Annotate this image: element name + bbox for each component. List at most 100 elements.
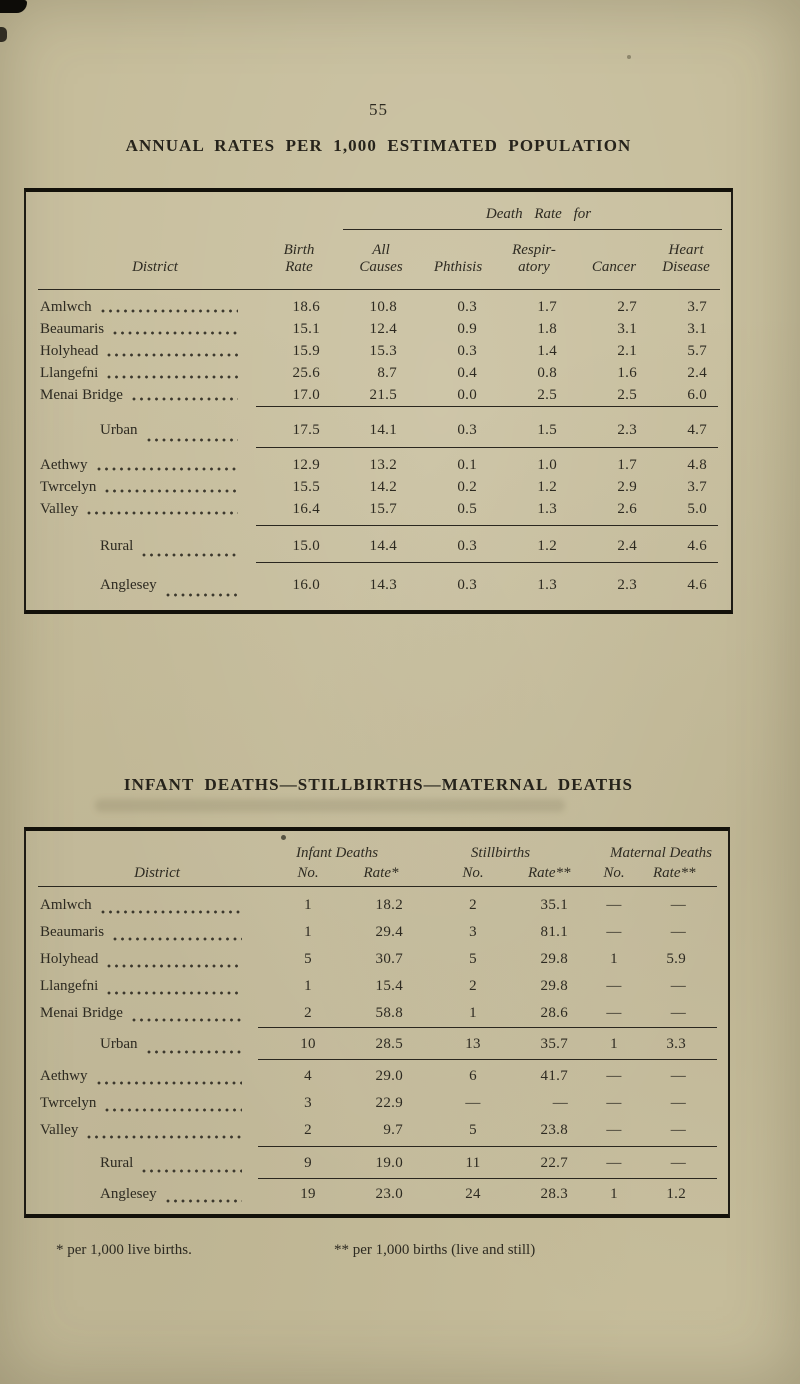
stillbirths-rate: 41.7 (540, 1068, 568, 1084)
annual-rates-table: Death Rate for District Birth Rate All C… (24, 188, 733, 614)
dotted-leader (107, 352, 238, 358)
dotted-leader (146, 1049, 242, 1055)
scan-artifact-dot (281, 835, 286, 840)
respiratory-value: 1.8 (537, 321, 557, 337)
district-name: Menai Bridge (40, 1005, 123, 1021)
phthisis-value: 0.3 (457, 538, 477, 554)
annual-rates-title: ANNUAL RATES PER 1,000 ESTIMATED POPULAT… (125, 136, 632, 155)
district-name: Anglesey (100, 577, 157, 593)
birth-rate-value: 17.0 (292, 387, 320, 403)
district-name: Amlwch (40, 299, 92, 315)
heart-disease-value: 4.7 (687, 422, 707, 438)
all-causes-value: 14.3 (369, 577, 397, 593)
district-name: Llangefni (40, 365, 99, 381)
cancer-value: 2.3 (617, 577, 637, 593)
heart-disease-value: 4.8 (687, 457, 707, 473)
birth-rate-column-header: Birth Rate (283, 242, 315, 275)
heart-disease-column-header: Heart Disease (662, 242, 710, 275)
birth-rate-value: 12.9 (292, 457, 320, 473)
dotted-leader (107, 963, 242, 969)
stillbirths-no: 13 (465, 1036, 481, 1052)
heart-disease-value: 6.0 (687, 387, 707, 403)
infant-deaths-rate: 9.7 (383, 1122, 403, 1138)
cancer-value: 2.5 (617, 387, 637, 403)
dotted-leader (100, 909, 242, 915)
respiratory-column-header: Respir- atory (512, 242, 556, 275)
dotted-leader (142, 552, 238, 558)
all-causes-value: 21.5 (369, 387, 397, 403)
row-divider (256, 525, 718, 526)
respiratory-value: 0.8 (537, 365, 557, 381)
respiratory-value: 1.3 (537, 577, 557, 593)
maternal-deaths-rate: 3.3 (666, 1036, 686, 1052)
footnotes: * per 1,000 live births. ** per 1,000 bi… (24, 1242, 733, 1266)
infant-deaths-no: 5 (304, 951, 312, 967)
maternal-deaths-no: — (606, 1122, 622, 1138)
dotted-leader (113, 330, 238, 336)
stillbirths-no: 5 (469, 951, 477, 967)
all-causes-value: 15.3 (369, 343, 397, 359)
district-name: Rural (100, 538, 134, 554)
birth-rate-value: 16.4 (292, 501, 320, 517)
stillbirths-no: 6 (469, 1068, 477, 1084)
respiratory-value: 1.3 (537, 501, 557, 517)
district-name: Valley (40, 1122, 79, 1138)
cancer-value: 2.3 (617, 422, 637, 438)
maternal-deaths-no: — (606, 1005, 622, 1021)
respiratory-value: 1.5 (537, 422, 557, 438)
maternal-deaths-rate: — (670, 897, 686, 913)
maternal-deaths-no: — (606, 1068, 622, 1084)
stillbirths-rate: 35.7 (540, 1036, 568, 1052)
maternal-deaths-rate: — (670, 1005, 686, 1021)
phthisis-value: 0.1 (457, 457, 477, 473)
column-header-row: District Birth Rate All Causes Phthisis … (26, 242, 731, 276)
district-name: Aethwy (40, 457, 88, 473)
all-causes-value: 14.1 (369, 422, 397, 438)
infant-deaths-no: 1 (304, 924, 312, 940)
stillbirths-no: 2 (469, 978, 477, 994)
table-row: Aethwy 12.9 13.2 0.1 1.0 1.7 4.8 (26, 454, 731, 476)
row-divider (256, 562, 718, 563)
maternal-deaths-no: — (606, 897, 622, 913)
dotted-leader (142, 1168, 242, 1174)
all-causes-value: 15.7 (369, 501, 397, 517)
row-divider (258, 1059, 717, 1060)
infant-deaths-rate: 30.7 (375, 951, 403, 967)
urban-subtotal-row: Urban 17.5 14.1 0.3 1.5 2.3 4.7 (26, 413, 731, 447)
district-name: Holyhead (40, 951, 99, 967)
cancer-value: 1.7 (617, 457, 637, 473)
district-name: Twrcelyn (40, 479, 97, 495)
birth-rate-value: 17.5 (292, 422, 320, 438)
cancer-value: 1.6 (617, 365, 637, 381)
scan-ink-bleed (95, 799, 565, 812)
anglesey-total-row: Anglesey 19 23.0 24 28.3 1 1.2 (26, 1181, 728, 1208)
dotted-leader (100, 308, 238, 314)
respiratory-value: 1.2 (537, 479, 557, 495)
district-name: Beaumaris (40, 924, 105, 940)
page-number: 55 (369, 100, 388, 119)
district-name: Holyhead (40, 343, 99, 359)
table-row: Beaumaris 15.1 12.4 0.9 1.8 3.1 3.1 (26, 318, 731, 340)
all-causes-value: 12.4 (369, 321, 397, 337)
district-name: Aethwy (40, 1068, 88, 1084)
table-row: Holyhead 15.9 15.3 0.3 1.4 2.1 5.7 (26, 340, 731, 362)
birth-rate-value: 18.6 (292, 299, 320, 315)
stillbirths-rate: 29.8 (540, 951, 568, 967)
cancer-value: 2.9 (617, 479, 637, 495)
footnote-live-births: * per 1,000 live births. (56, 1242, 192, 1258)
row-divider (258, 1178, 717, 1179)
dotted-leader (105, 1107, 242, 1113)
infant-deaths-no: 3 (304, 1095, 312, 1111)
urban-subtotal-row: Urban 10 28.5 13 35.7 1 3.3 (26, 1030, 728, 1059)
infant-no-column-header: No. (297, 865, 319, 881)
district-name: Llangefni (40, 978, 99, 994)
stillbirths-rate: 81.1 (540, 924, 568, 940)
heart-disease-value: 5.0 (687, 501, 707, 517)
infant-deaths-no: 2 (304, 1122, 312, 1138)
all-causes-value: 13.2 (369, 457, 397, 473)
cancer-value: 2.4 (617, 538, 637, 554)
phthisis-value: 0.3 (457, 343, 477, 359)
district-name: Amlwch (40, 897, 92, 913)
table-row: Amlwch 1 18.2 2 35.1 — — (26, 892, 728, 919)
heart-disease-value: 3.7 (687, 479, 707, 495)
